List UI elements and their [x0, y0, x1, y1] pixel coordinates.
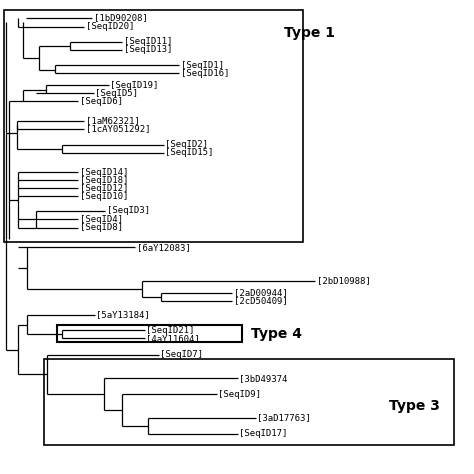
Text: [SeqID7]: [SeqID7]: [160, 350, 203, 359]
Text: [6aY12083]: [6aY12083]: [137, 243, 190, 252]
Bar: [57, 325, 242, 342]
Text: [SeqID2]: [SeqID2]: [165, 140, 208, 149]
Text: [SeqID11]: [SeqID11]: [124, 37, 172, 46]
Text: Type 3: Type 3: [389, 399, 439, 413]
Text: [3bD49374: [3bD49374: [239, 374, 288, 383]
Text: [2aD00944]: [2aD00944]: [234, 289, 287, 297]
Text: [SeqID13]: [SeqID13]: [124, 46, 172, 54]
Text: [SeqID4]: [SeqID4]: [80, 215, 123, 224]
Text: [SeqID18]: [SeqID18]: [80, 176, 128, 184]
Text: [SeqID15]: [SeqID15]: [165, 148, 213, 157]
Text: [2cD50409]: [2cD50409]: [234, 297, 287, 305]
Text: Type 1: Type 1: [284, 26, 336, 40]
Bar: [4, 10, 303, 242]
Text: [SeqID5]: [SeqID5]: [95, 89, 138, 98]
Text: [SeqID12]: [SeqID12]: [80, 184, 128, 192]
Bar: [44, 359, 454, 445]
Text: [SeqID10]: [SeqID10]: [80, 192, 128, 201]
Text: [SeqID14]: [SeqID14]: [80, 168, 128, 176]
Text: [SeqID9]: [SeqID9]: [218, 390, 261, 399]
Text: [1aM62321]: [1aM62321]: [86, 117, 139, 125]
Text: Type 4: Type 4: [251, 327, 302, 341]
Text: [SeqID3]: [SeqID3]: [107, 207, 150, 215]
Text: [SeqID8]: [SeqID8]: [80, 223, 123, 232]
Text: [4aY11604]: [4aY11604]: [146, 334, 200, 343]
Text: [SeqID21]: [SeqID21]: [146, 326, 194, 335]
Text: [5aY13184]: [5aY13184]: [96, 310, 150, 319]
Text: [SeqID17]: [SeqID17]: [239, 429, 288, 438]
Text: [SeqID20]: [SeqID20]: [86, 22, 134, 31]
Text: [2bD10988]: [2bD10988]: [317, 277, 370, 285]
Text: [SeqID19]: [SeqID19]: [110, 81, 159, 90]
Text: [SeqID1]: [SeqID1]: [181, 61, 224, 70]
Text: [SeqID6]: [SeqID6]: [80, 97, 123, 106]
Text: [3aD17763]: [3aD17763]: [257, 414, 311, 422]
Text: [SeqID16]: [SeqID16]: [181, 69, 229, 78]
Text: [1cAY051292]: [1cAY051292]: [86, 125, 150, 133]
Text: [1bD90208]: [1bD90208]: [94, 14, 147, 22]
